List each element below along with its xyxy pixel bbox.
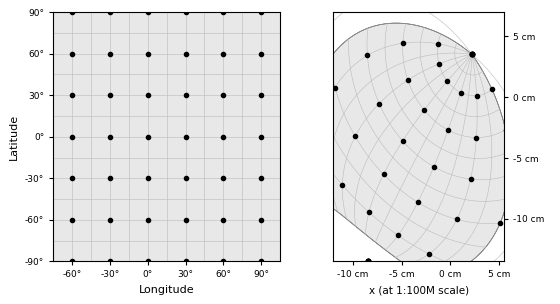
X-axis label: x (at 1:100M scale): x (at 1:100M scale): [368, 285, 469, 295]
Y-axis label: Latitude: Latitude: [10, 114, 20, 160]
X-axis label: Longitude: Longitude: [139, 285, 194, 295]
Polygon shape: [309, 23, 510, 278]
